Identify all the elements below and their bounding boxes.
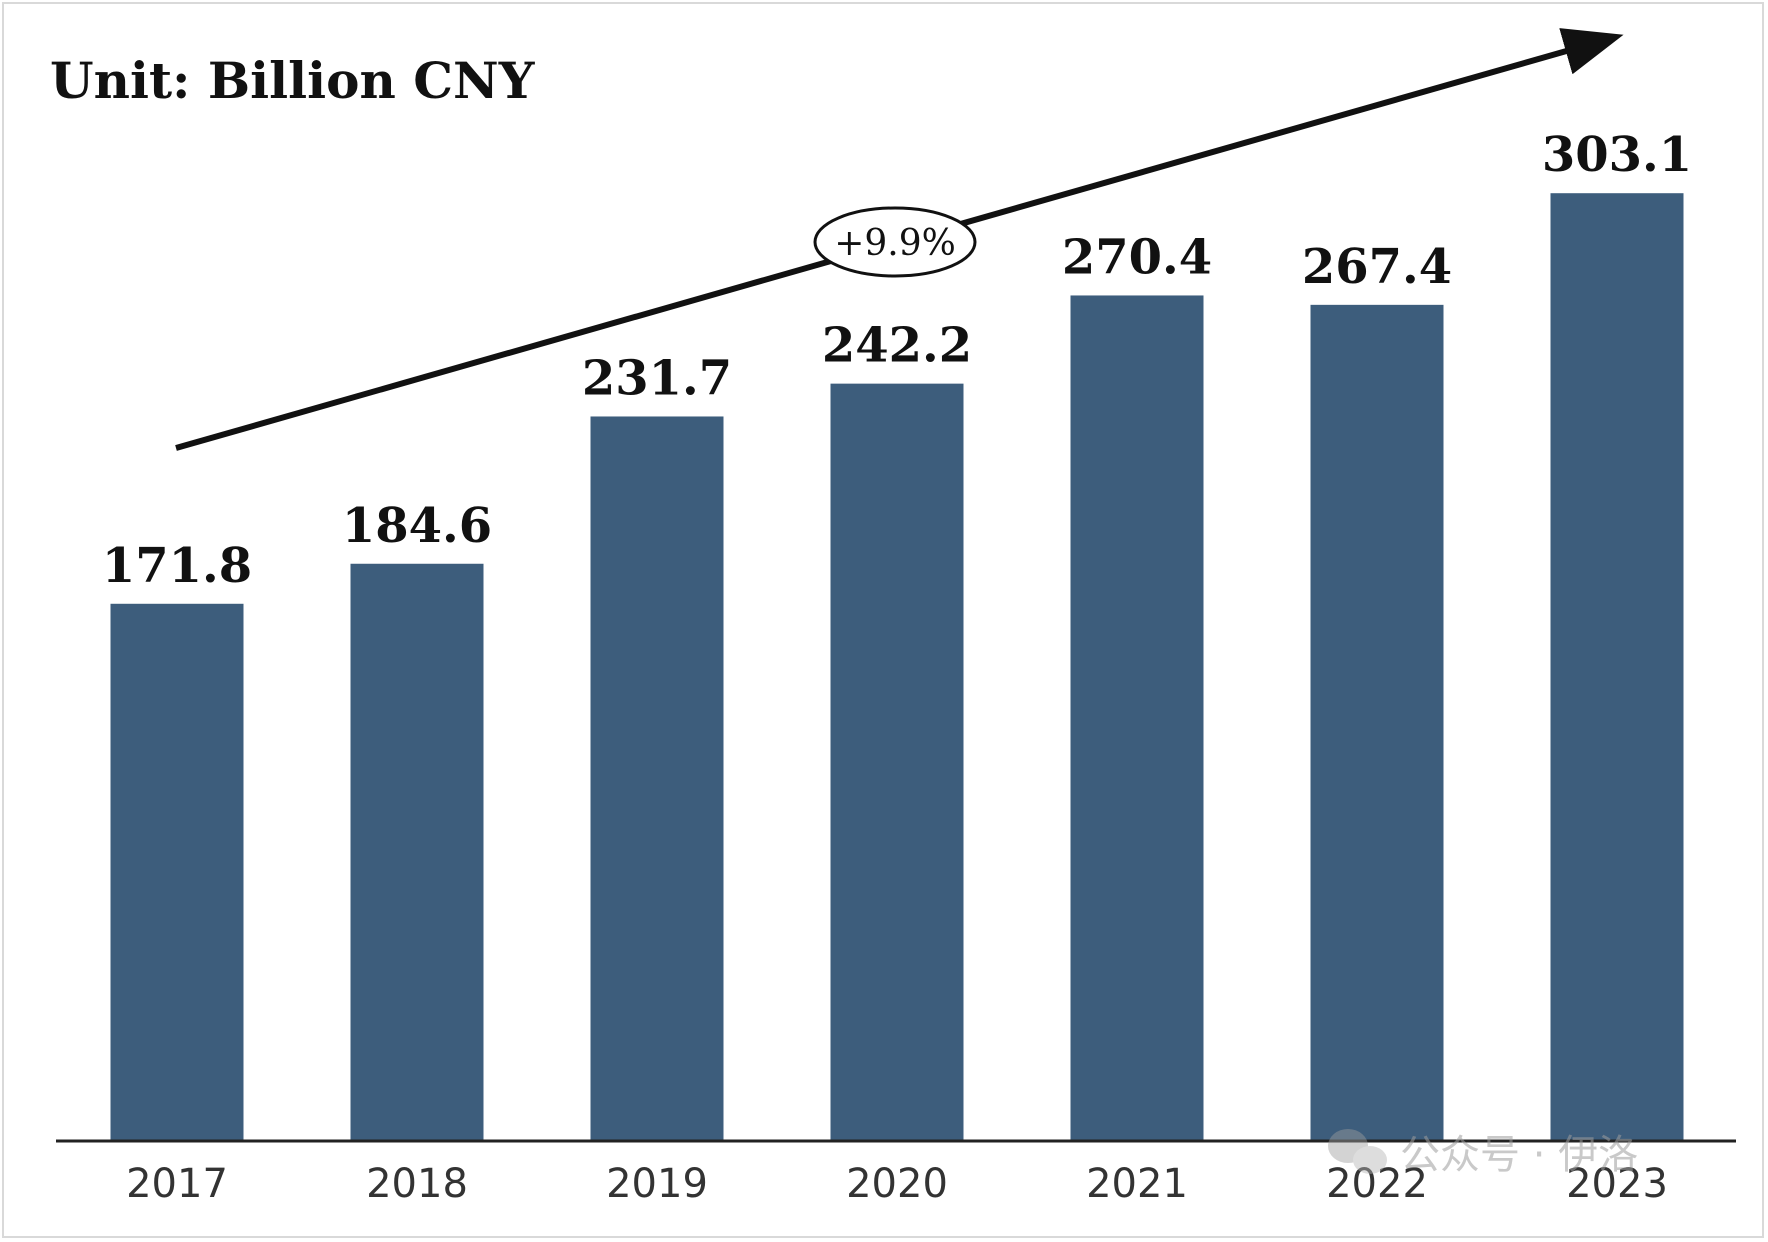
category-label-group: 2017 2018 2019 2020 2021 2022 2023: [126, 1161, 1668, 1207]
wechat-icon: [1328, 1129, 1387, 1174]
category-label-2022: 2022: [1326, 1161, 1428, 1207]
value-label-2023: 303.1: [1542, 127, 1692, 183]
value-label-2021: 270.4: [1062, 229, 1212, 285]
category-label-2019: 2019: [606, 1161, 708, 1207]
bar-2018: [350, 563, 484, 1141]
unit-label: Unit: Billion CNY: [50, 51, 536, 110]
bar-group: [110, 193, 1684, 1141]
category-label-2018: 2018: [366, 1161, 468, 1207]
watermark-text: 公众号 · 伊洛: [1400, 1132, 1638, 1178]
value-label-2020: 242.2: [822, 318, 972, 374]
bar-2022: [1310, 304, 1444, 1141]
bar-2020: [830, 383, 964, 1141]
growth-badge: +9.9%: [813, 206, 977, 278]
bar-2023: [1550, 193, 1684, 1141]
value-label-2017: 171.8: [102, 538, 252, 594]
category-label-2021: 2021: [1086, 1161, 1188, 1207]
bar-2019: [590, 416, 724, 1141]
category-label-2023: 2023: [1566, 1161, 1668, 1207]
bar-2017: [110, 603, 244, 1141]
growth-badge-ellipse: [813, 206, 977, 278]
value-label-group: 171.8 184.6 231.7 242.2 270.4 267.4 303.1: [102, 127, 1692, 594]
value-label-2019: 231.7: [582, 350, 732, 406]
watermark: 公众号 · 伊洛: [1328, 1129, 1638, 1178]
bar-2021: [1070, 295, 1204, 1141]
category-label-2017: 2017: [126, 1161, 228, 1207]
value-label-2022: 267.4: [1302, 239, 1452, 295]
value-label-2018: 184.6: [342, 498, 492, 554]
category-label-2020: 2020: [846, 1161, 948, 1207]
growth-annotation: +9.9%: [834, 223, 956, 264]
